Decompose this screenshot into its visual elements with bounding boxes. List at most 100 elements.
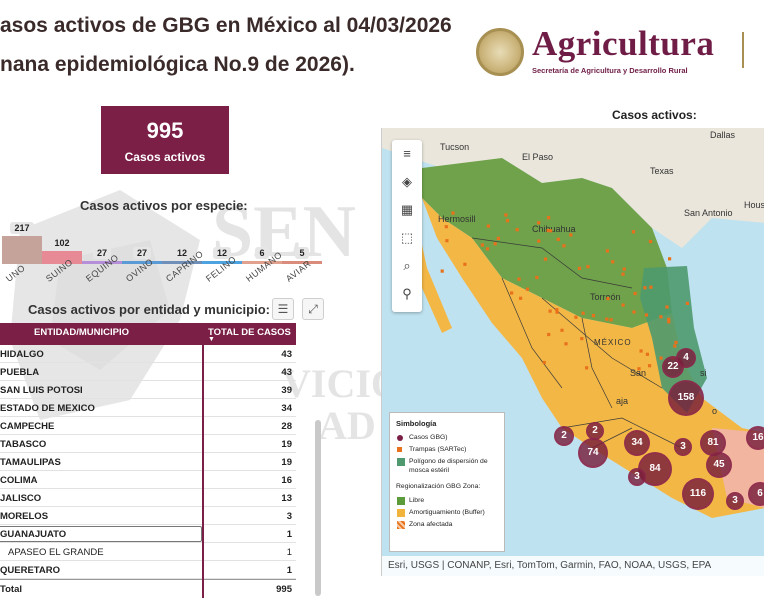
table-row[interactable]: ESTADO DE MEXICO 34 bbox=[0, 399, 296, 417]
column-header-entity[interactable]: ENTIDAD/MUNICIPIO bbox=[34, 327, 129, 338]
case-cluster[interactable]: 81 bbox=[700, 430, 726, 456]
trap-marker[interactable] bbox=[496, 236, 500, 240]
table-row[interactable]: HIDALGO 43 bbox=[0, 345, 296, 363]
case-cluster[interactable]: 3 bbox=[628, 468, 646, 486]
table-row[interactable]: SAN LUIS POTOSI 39 bbox=[0, 381, 296, 399]
species-bar[interactable] bbox=[162, 261, 202, 264]
trap-marker[interactable] bbox=[569, 233, 573, 237]
trap-marker[interactable] bbox=[622, 267, 626, 271]
trap-marker[interactable] bbox=[606, 297, 610, 301]
trap-marker[interactable] bbox=[546, 228, 550, 233]
case-cluster[interactable]: 6 bbox=[748, 482, 764, 506]
case-cluster[interactable]: 2 bbox=[586, 422, 604, 440]
trap-marker[interactable] bbox=[591, 314, 596, 318]
trap-marker[interactable] bbox=[605, 249, 609, 253]
trap-marker[interactable] bbox=[577, 266, 582, 270]
trap-marker[interactable] bbox=[659, 356, 663, 360]
trap-marker[interactable] bbox=[648, 364, 652, 368]
trap-marker[interactable] bbox=[611, 260, 615, 264]
trap-marker[interactable] bbox=[581, 311, 585, 315]
trap-marker[interactable] bbox=[463, 262, 467, 266]
trap-marker[interactable] bbox=[485, 247, 490, 251]
species-bar[interactable] bbox=[82, 261, 122, 264]
species-item[interactable]: 27 EQUINO bbox=[82, 210, 122, 300]
species-bar[interactable] bbox=[202, 261, 242, 264]
trap-marker[interactable] bbox=[643, 286, 647, 290]
trap-marker[interactable] bbox=[667, 317, 671, 321]
user-location-icon[interactable]: ⚲ bbox=[402, 286, 412, 301]
trap-marker[interactable] bbox=[547, 216, 551, 220]
case-cluster[interactable]: 45 bbox=[706, 452, 732, 478]
qr-code-icon[interactable]: ▦ bbox=[400, 202, 414, 217]
trap-marker[interactable] bbox=[564, 342, 568, 346]
trap-marker[interactable] bbox=[549, 229, 553, 233]
trap-marker[interactable] bbox=[543, 257, 548, 261]
trap-marker[interactable] bbox=[515, 228, 519, 232]
expand-icon[interactable]: ⤢ bbox=[302, 298, 324, 320]
species-item[interactable]: 12 CAPRINO bbox=[162, 210, 205, 300]
layers-icon[interactable]: ◈ bbox=[402, 174, 412, 189]
case-cluster[interactable]: 3 bbox=[674, 438, 692, 456]
trap-marker[interactable] bbox=[574, 315, 578, 319]
case-cluster[interactable]: 116 bbox=[682, 478, 714, 510]
trap-marker[interactable] bbox=[493, 242, 497, 246]
table-row[interactable]: APASEO EL GRANDE 1 bbox=[0, 543, 296, 561]
trap-marker[interactable] bbox=[555, 310, 559, 314]
table-row[interactable]: JALISCO 13 bbox=[0, 489, 296, 507]
species-item[interactable]: 217 UNO bbox=[2, 210, 42, 300]
table-row[interactable]: GUANAJUATO 1 bbox=[0, 525, 296, 543]
filter-icon[interactable]: ☰ bbox=[272, 298, 294, 320]
trap-marker[interactable] bbox=[637, 367, 641, 371]
trap-marker[interactable] bbox=[665, 305, 669, 309]
trap-marker[interactable] bbox=[444, 225, 448, 229]
species-item[interactable]: 102 SUINO bbox=[42, 210, 82, 300]
trap-marker[interactable] bbox=[547, 332, 551, 337]
table-row[interactable]: COLIMA 16 bbox=[0, 471, 296, 489]
trap-marker[interactable] bbox=[537, 221, 541, 225]
case-cluster[interactable]: 16 bbox=[746, 426, 764, 450]
case-cluster[interactable]: 34 bbox=[624, 430, 650, 456]
trap-marker[interactable] bbox=[649, 285, 653, 289]
species-bar[interactable] bbox=[2, 236, 42, 264]
trap-marker[interactable] bbox=[648, 239, 653, 244]
species-item[interactable]: 5 AVIAR bbox=[282, 210, 322, 300]
trap-marker[interactable] bbox=[605, 317, 609, 321]
species-bar[interactable] bbox=[242, 261, 282, 264]
trap-marker[interactable] bbox=[621, 272, 625, 276]
column-header-total[interactable]: TOTAL DE CASOS bbox=[208, 327, 291, 338]
trap-marker[interactable] bbox=[645, 352, 649, 356]
trap-marker[interactable] bbox=[535, 275, 539, 280]
table-total-row[interactable]: Total 995 bbox=[0, 579, 296, 597]
trap-marker[interactable] bbox=[537, 239, 541, 243]
table-scrollbar[interactable] bbox=[315, 420, 321, 596]
trap-marker[interactable] bbox=[519, 296, 523, 300]
trap-marker[interactable] bbox=[631, 230, 636, 234]
trap-marker[interactable] bbox=[639, 349, 643, 353]
trap-marker[interactable] bbox=[451, 211, 455, 215]
table-row[interactable]: TAMAULIPAS 19 bbox=[0, 453, 296, 471]
table-row[interactable]: MORELOS 3 bbox=[0, 507, 296, 525]
species-bar[interactable] bbox=[122, 261, 162, 264]
species-item[interactable]: 27 OVINO bbox=[122, 210, 162, 300]
table-row[interactable]: TABASCO 19 bbox=[0, 435, 296, 453]
trap-marker[interactable] bbox=[585, 366, 589, 370]
trap-marker[interactable] bbox=[555, 308, 559, 312]
trap-marker[interactable] bbox=[440, 269, 444, 273]
case-cluster[interactable]: 158 bbox=[668, 380, 704, 416]
trap-marker[interactable] bbox=[685, 301, 689, 305]
search-icon[interactable]: ⌕ bbox=[403, 258, 411, 273]
trap-marker[interactable] bbox=[517, 277, 521, 281]
species-bar[interactable] bbox=[42, 251, 82, 264]
menu-icon[interactable]: ≡ bbox=[403, 146, 411, 161]
trap-marker[interactable] bbox=[548, 309, 552, 313]
case-cluster[interactable]: 4 bbox=[676, 348, 696, 368]
trap-marker[interactable] bbox=[504, 213, 508, 217]
table-row[interactable]: CAMPECHE 28 bbox=[0, 417, 296, 435]
select-area-icon[interactable]: ⬚ bbox=[400, 230, 414, 245]
trap-marker[interactable] bbox=[542, 360, 546, 365]
sort-desc-icon[interactable]: ▼ bbox=[208, 336, 215, 343]
trap-marker[interactable] bbox=[609, 318, 613, 322]
trap-marker[interactable] bbox=[445, 239, 449, 243]
map-attribution[interactable]: Esri, USGS | CONANP, Esri, TomTom, Garmi… bbox=[382, 556, 764, 576]
case-cluster[interactable]: 3 bbox=[726, 492, 744, 510]
